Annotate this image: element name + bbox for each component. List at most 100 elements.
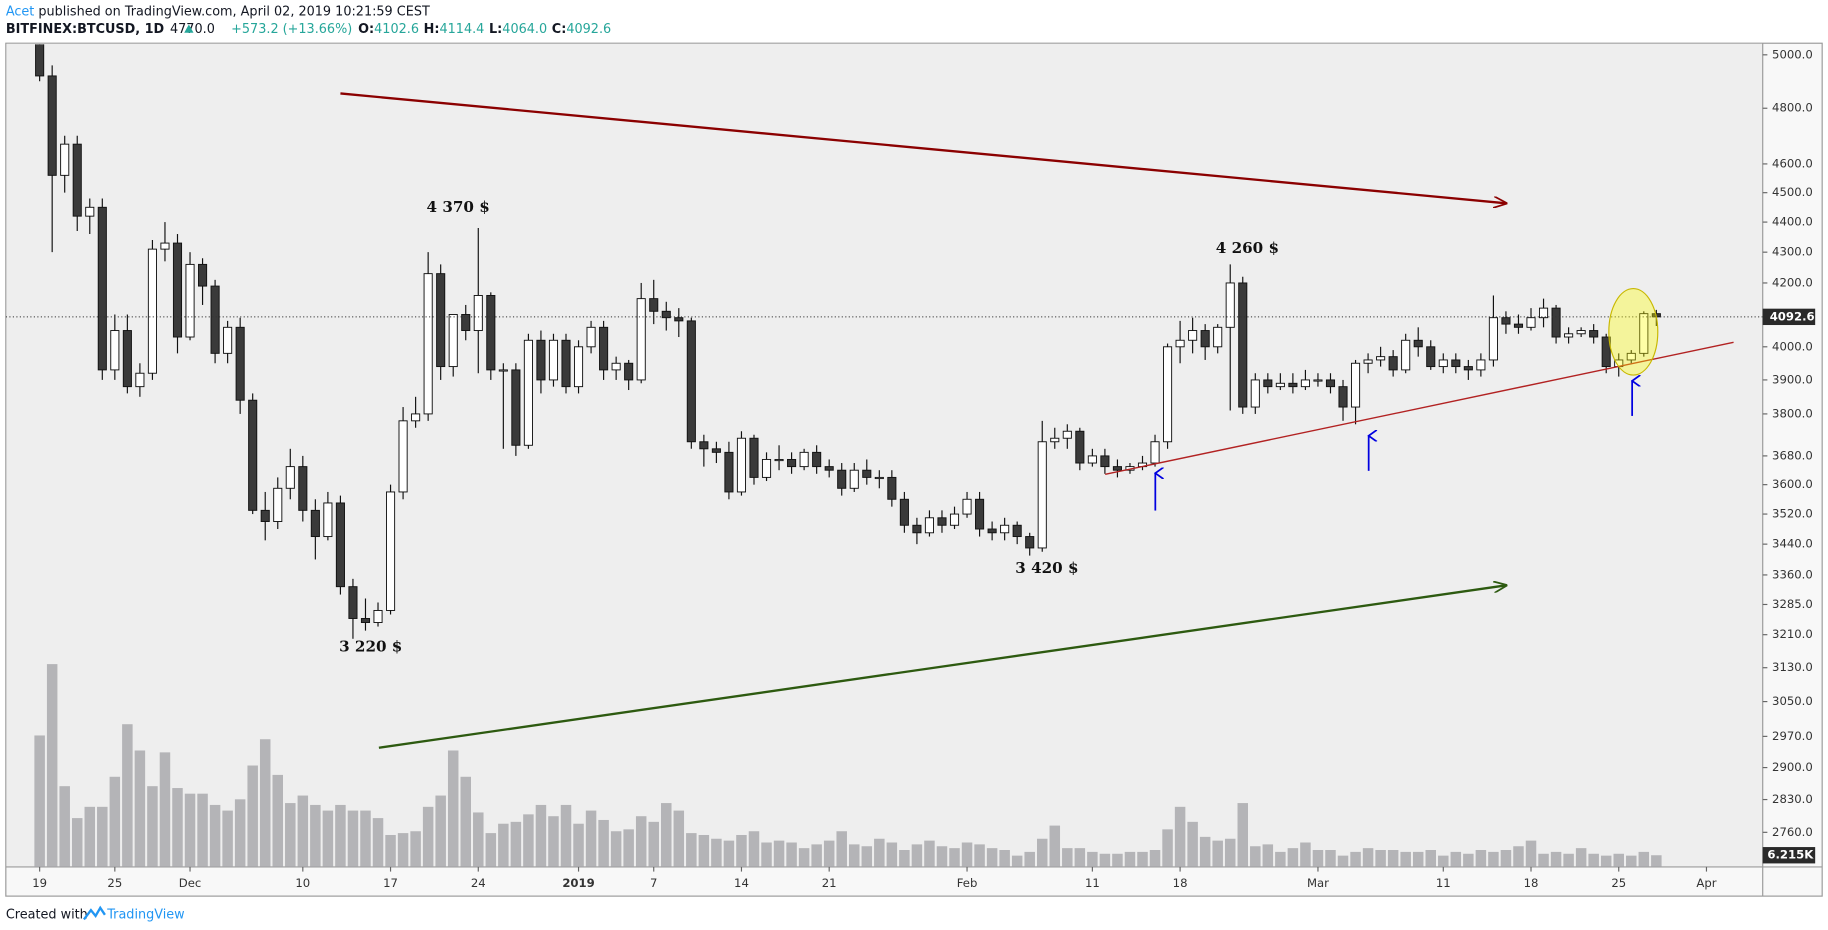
- candle-body: [787, 458, 797, 468]
- volume-bar: [46, 664, 58, 867]
- volume-bar: [598, 819, 609, 867]
- volume-bar: [1613, 853, 1624, 867]
- volume-bar: [635, 816, 647, 867]
- candle-body: [1488, 317, 1498, 361]
- x-tick-label: 2019: [562, 876, 594, 890]
- volume-bar: [510, 821, 522, 867]
- candle-body: [373, 609, 383, 623]
- volume-bar: [936, 846, 948, 867]
- last-price-label: 4092.6: [1770, 309, 1815, 323]
- volume-bar: [1450, 851, 1462, 867]
- volume-bar: [560, 804, 572, 867]
- volume-bar: [335, 804, 346, 867]
- volume-bar: [1412, 851, 1424, 867]
- y-tick-label: 4500.0: [1772, 185, 1813, 199]
- y-tick-label: 2760.0: [1772, 825, 1813, 839]
- volume-bar: [372, 818, 384, 867]
- volume-bar: [197, 793, 208, 867]
- y-tick-label: 2900.0: [1772, 760, 1813, 774]
- candle-body: [1100, 455, 1110, 468]
- volume-bar: [1300, 842, 1311, 867]
- candle-body: [937, 517, 947, 526]
- candle-body: [1376, 356, 1386, 361]
- volume-bar: [422, 806, 434, 867]
- candle-body: [72, 143, 82, 217]
- y-tick-label: 4800.0: [1772, 101, 1813, 115]
- volume-bar: [71, 818, 83, 867]
- volume-bar: [1312, 850, 1324, 867]
- candle-body: [874, 476, 884, 480]
- candle-body: [1564, 333, 1574, 338]
- candle-body: [273, 487, 283, 522]
- author[interactable]: Acet: [6, 4, 35, 19]
- candle-body: [1513, 323, 1524, 328]
- brand-link[interactable]: TradingView: [106, 907, 184, 922]
- y-tick-label: 3440.0: [1772, 537, 1813, 551]
- volume-bar: [1575, 848, 1587, 867]
- candle-body: [749, 437, 759, 478]
- volume-bar: [1337, 855, 1349, 867]
- y-tick-label: 4000.0: [1772, 339, 1813, 353]
- candle-body: [423, 273, 433, 415]
- volume-bar: [723, 840, 735, 867]
- candle-body: [636, 298, 646, 381]
- volume-bar: [297, 795, 309, 867]
- candle-body: [223, 326, 233, 354]
- volume-bar: [1463, 853, 1474, 867]
- volume-bar: [949, 848, 960, 867]
- ohlc-value: 4092.6: [566, 22, 611, 37]
- candle-body: [461, 314, 471, 332]
- volume-bar: [886, 842, 898, 867]
- candle-body: [35, 44, 45, 77]
- support-line: [1105, 341, 1734, 476]
- volume-bar: [1049, 825, 1061, 867]
- volume-bar: [1638, 851, 1650, 867]
- volume-bar: [1438, 855, 1449, 867]
- volume-bar: [1275, 851, 1286, 867]
- plot-area: [6, 43, 1763, 867]
- candle-body: [611, 362, 621, 371]
- candle-body: [323, 502, 333, 538]
- volume-bar: [1538, 853, 1549, 867]
- candle-body: [1087, 455, 1097, 464]
- volume-bar: [1137, 851, 1148, 867]
- annotation: 4 370 $: [427, 198, 490, 216]
- annotation: 3 420 $: [1015, 559, 1078, 577]
- y-tick-label: 3900.0: [1772, 372, 1813, 386]
- up-triangle: [184, 24, 194, 33]
- volume-bar: [874, 838, 885, 867]
- volume-bar: [748, 831, 760, 867]
- volume-bar: [473, 812, 484, 867]
- volume-bar: [924, 840, 935, 867]
- y-tick-label: 3130.0: [1772, 660, 1813, 674]
- candle-body: [1200, 330, 1210, 348]
- volume-label: 6.215K: [1767, 848, 1814, 862]
- x-tick-label: 18: [1173, 876, 1188, 890]
- ohlc-value: 4114.4: [440, 22, 485, 37]
- candle-body: [160, 242, 170, 250]
- volume-bar: [1112, 853, 1123, 867]
- candle-body: [523, 339, 533, 446]
- candle-body: [962, 498, 972, 515]
- candle-body: [1325, 379, 1336, 388]
- candle-body: [837, 469, 847, 489]
- x-tick-label: 18: [1524, 876, 1539, 890]
- volume-bar: [999, 850, 1010, 867]
- candle-body: [1062, 430, 1072, 439]
- candle-body: [536, 339, 546, 381]
- volume-bar: [849, 844, 860, 867]
- candle-body: [1050, 437, 1060, 443]
- plot: [5, 44, 1763, 867]
- volume-bar: [322, 810, 334, 867]
- volume-bar: [1212, 840, 1223, 867]
- volume-bar: [397, 833, 409, 867]
- y-tick-label: 4400.0: [1772, 215, 1813, 229]
- volume-bar: [1563, 853, 1574, 867]
- candle-body: [711, 448, 721, 453]
- volume-bar: [1011, 855, 1023, 867]
- y-tick-label: 3360.0: [1772, 567, 1813, 581]
- volume-bar: [1488, 851, 1499, 867]
- candle-body: [348, 586, 358, 619]
- candle-body: [924, 517, 934, 534]
- volume-bar: [259, 739, 271, 867]
